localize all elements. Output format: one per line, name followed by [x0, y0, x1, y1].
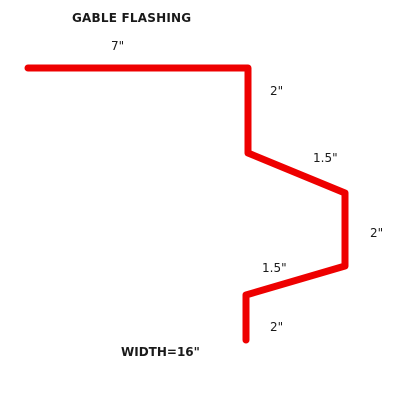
dimension-slope-upper: 1.5": [313, 151, 338, 165]
dimension-slope-lower: 1.5": [262, 261, 287, 275]
dimension-vertical-middle: 2": [370, 226, 383, 240]
diagram-title: GABLE FLASHING: [72, 11, 191, 25]
flashing-profile-line: [24, 64, 349, 344]
total-width-label: WIDTH=16": [121, 345, 200, 359]
dimension-vertical-upper: 2": [270, 84, 283, 98]
dimension-top: 7": [111, 39, 124, 53]
dimension-vertical-lower: 2": [270, 320, 283, 334]
